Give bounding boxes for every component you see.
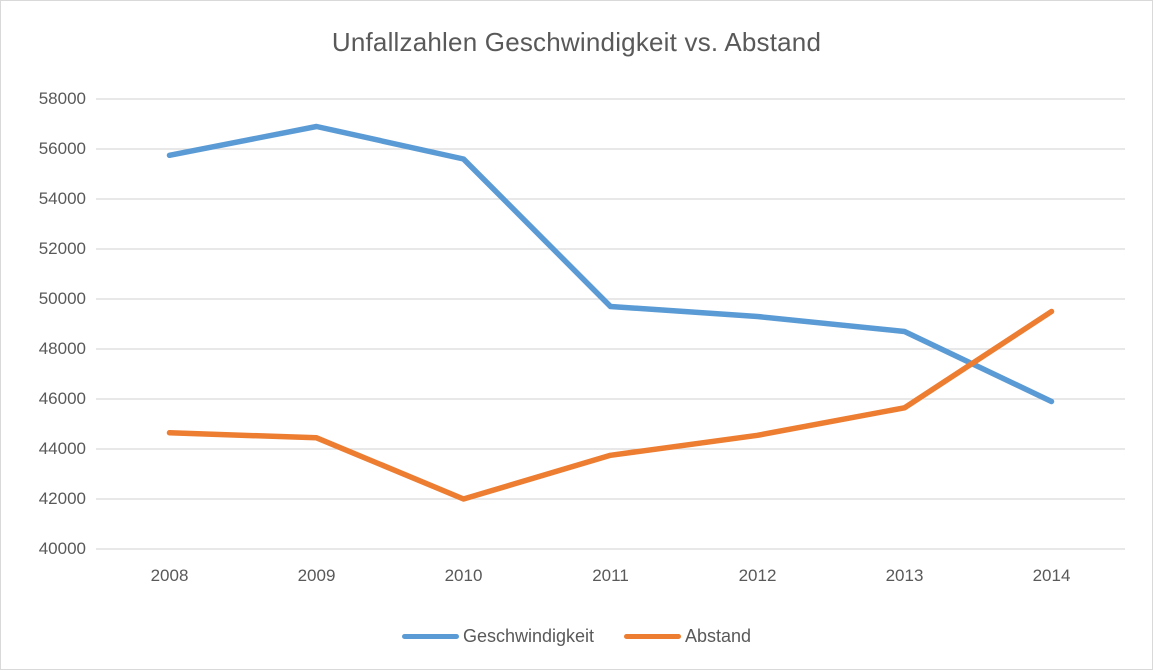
legend-item-abstand: Abstand: [624, 626, 751, 647]
legend-label: Geschwindigkeit: [462, 626, 594, 646]
y-axis-tick-label: 54000: [38, 189, 86, 208]
series-line-abstand: [166, 308, 1055, 502]
legend-label: Abstand: [685, 626, 752, 646]
series-line-geschwindigkeit: [166, 123, 1055, 405]
y-axis-tick-label: 50000: [38, 289, 86, 308]
chart-title: Unfallzahlen Geschwindigkeit vs. Abstand: [331, 27, 822, 57]
y-axis-tick-label: 42000: [38, 489, 86, 508]
x-axis-tick-label: 2008: [150, 566, 189, 585]
y-axis-tick-label: 40000: [38, 539, 86, 558]
legend-line-swatch: [401, 634, 459, 639]
legend-line-swatch: [624, 634, 681, 639]
y-axis-tick-label: 56000: [38, 139, 86, 158]
x-axis-tick-label: 2009: [297, 566, 336, 585]
legend: Geschwindigkeit Abstand: [1, 626, 1152, 647]
x-axis-tick-label: 2014: [1032, 566, 1071, 585]
y-axis-tick-label: 58000: [38, 89, 86, 108]
y-axis-tick-label: 48000: [38, 339, 86, 358]
y-axis-tick-label: 44000: [38, 439, 86, 458]
legend-item-geschwindigkeit: Geschwindigkeit: [401, 626, 594, 647]
y-axis-tick-label: 52000: [38, 239, 86, 258]
x-axis-tick-label: 2013: [885, 566, 924, 585]
x-axis-tick-label: 2011: [592, 566, 629, 585]
x-axis-tick-label: 2012: [738, 566, 777, 585]
y-axis-tick-label: 46000: [38, 389, 86, 408]
x-axis-tick-label: 2010: [444, 566, 483, 585]
